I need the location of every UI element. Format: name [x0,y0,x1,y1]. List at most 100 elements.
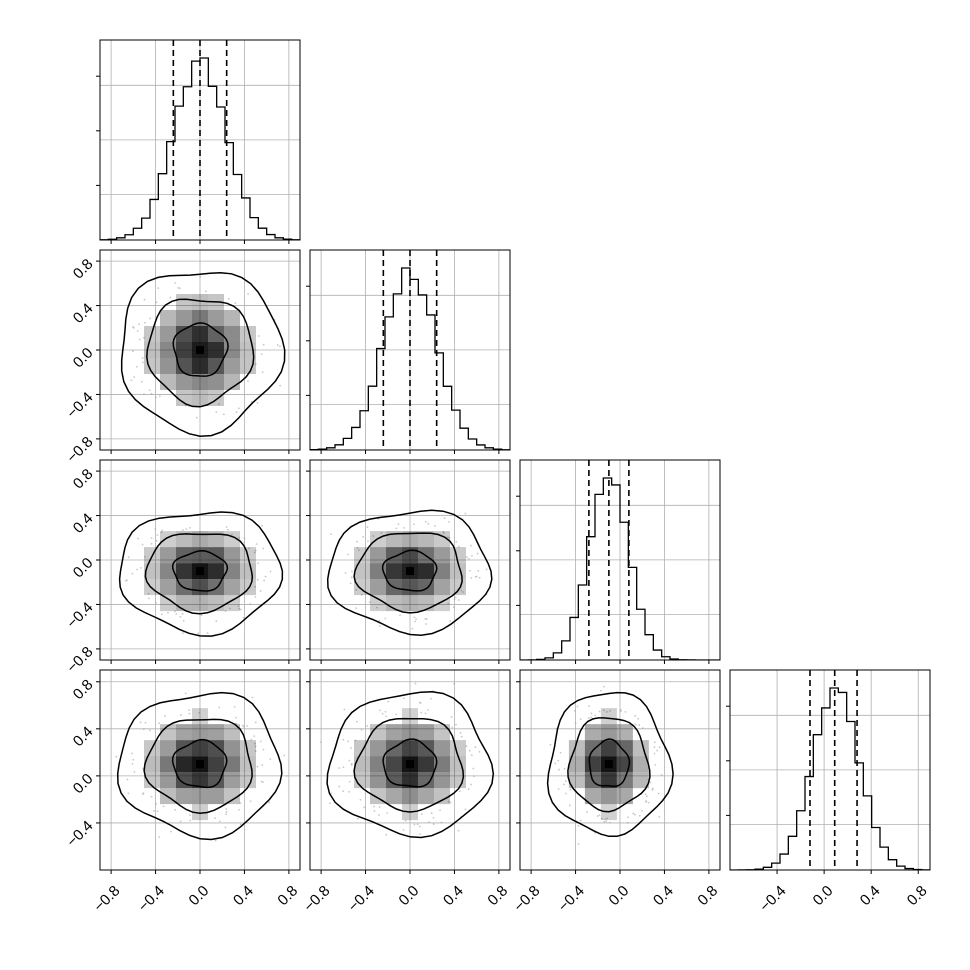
density-cell [632,740,649,757]
hist-panel-1 [96,39,301,244]
histogram-line [100,57,300,240]
x-tick-labels: −0.8 −0.4 0.0 0.4 0.8 −0.8 −0.4 0.0 0.4 0.8 −0.8 −0… [91,882,931,915]
scatter-point [386,812,389,814]
scatter-point [646,795,648,798]
scatter-point [644,793,647,796]
density-cell [600,708,617,725]
scatter-point [158,722,160,725]
scatter-point [152,810,155,812]
scatter-point [226,528,229,531]
scatter-point [238,607,241,610]
scatter-point [160,531,163,534]
scatter-point [658,746,661,749]
scatter-point [256,765,259,768]
scatter-point [449,620,452,622]
density-peak [196,760,204,769]
scatter-point [247,380,249,383]
density-cell [160,374,176,390]
scatter-point [143,298,146,301]
scatter-point [131,752,133,755]
scatter-point [549,743,552,746]
scatter-point [158,237,160,239]
scatter-point [179,615,182,618]
scatter-point [619,708,622,711]
scatter-point [342,738,345,741]
scatter-point [350,747,352,749]
scatter-point [470,544,472,547]
scatter-point [348,780,351,783]
scatter-point [385,715,388,718]
density-cell [208,342,224,358]
scatter-point [457,599,460,601]
scatter-point [363,806,366,809]
scatter-point [470,783,472,786]
scatter-point [241,724,244,727]
scatter-point [256,578,259,581]
scatter-point [149,729,151,732]
scatter-point [651,787,654,790]
density-cell [434,547,450,564]
scatter-point [249,800,252,803]
density-cell [418,788,434,805]
scatter-point [598,814,601,817]
scatter-point [179,287,181,290]
scatter-point [576,705,579,708]
scatter-point [137,537,139,540]
x-tick-label: −0.4 [756,882,789,915]
density-peak [196,346,204,354]
scatter-point [225,808,228,810]
density-cell [386,788,402,805]
y-tick-label: 0.8 [70,676,97,703]
scatter-point [237,407,240,410]
density-cell [240,358,256,374]
scatter-point [654,764,657,766]
density-cell [208,740,224,757]
scatter-point [609,709,611,712]
scatter-point [448,536,451,539]
scatter-point [594,714,597,717]
scatter-point [366,725,369,727]
scatter-point [328,802,331,805]
scatter-point [454,596,457,599]
scatter-point [647,801,650,804]
scatter-point [143,393,145,396]
scatter-point [653,752,656,755]
scatter-point [355,607,358,610]
scatter-point [188,709,190,712]
scatter-point [373,805,375,808]
scatter-point [372,535,375,537]
scatter-point [254,363,257,365]
scatter-point [238,808,241,811]
scatter-point [181,612,184,615]
scatter-point [395,527,398,530]
scatter-point [356,817,359,820]
density-cell [224,724,240,741]
histogram-line [730,687,930,870]
density-cell [434,579,450,596]
scatter-point [262,781,264,784]
density-cell [370,724,386,741]
density-cell [160,772,176,789]
scatter-point [342,790,345,793]
scatter-point [225,810,228,813]
density-cell [240,740,256,757]
scatter-point [197,632,200,635]
scatter-point [633,813,636,816]
scatter-point [255,543,258,545]
density-cell [176,724,192,741]
scatter-point [627,816,629,819]
scatter-point [242,725,245,728]
scatter-point [227,297,230,300]
x-tick-label: 0.0 [396,882,423,909]
scatter-point [91,362,93,364]
panel-frame [729,669,931,871]
scatter-point [200,614,203,616]
scatter-point [588,705,590,708]
scatter-point [155,301,158,304]
scatter-point [448,520,450,523]
density-cell [450,547,466,564]
scatter-point [368,601,371,604]
scatter-point [198,711,201,714]
scatter-point [439,809,441,812]
scatter-point [442,530,445,533]
